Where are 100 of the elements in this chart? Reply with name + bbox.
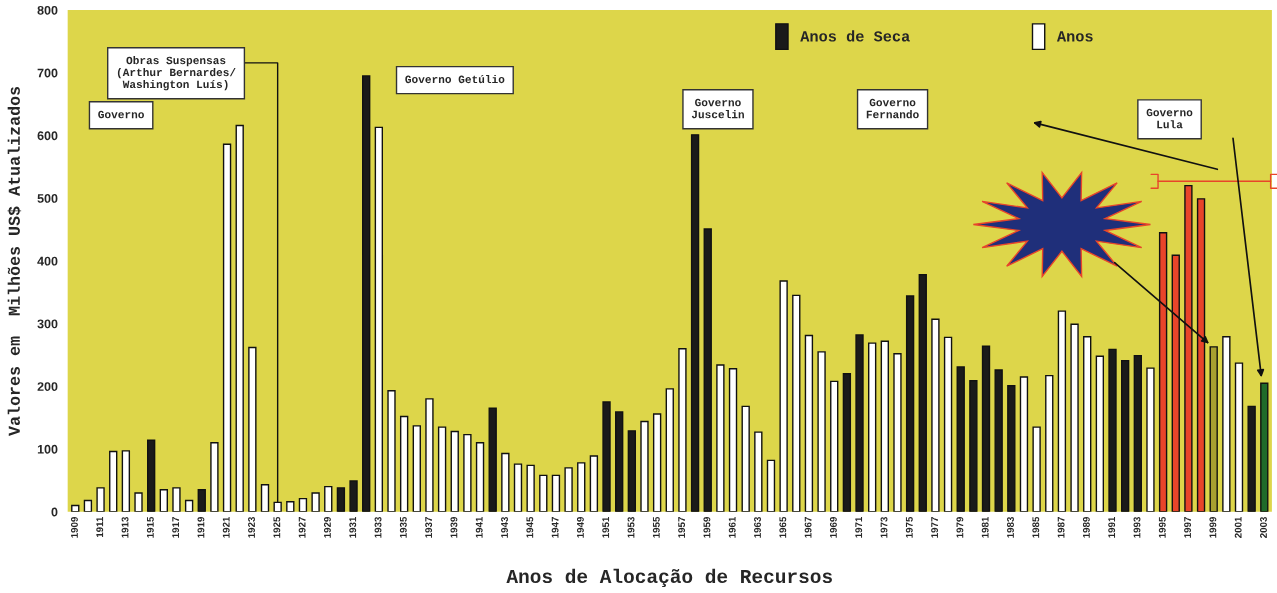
x-tick-label: 1957	[678, 517, 686, 538]
x-tick-label: 1965	[779, 516, 787, 538]
x-tick-label: 1975	[905, 516, 913, 538]
bar	[817, 351, 826, 512]
x-tick-label: 1977	[931, 517, 939, 538]
bar	[1007, 385, 1016, 512]
bar	[248, 346, 257, 512]
x-tick-label: 1909	[71, 516, 78, 538]
bar	[539, 474, 548, 512]
bar	[172, 487, 181, 512]
x-tick-label: 1949	[576, 516, 584, 538]
x-tick-label: 1933	[374, 516, 382, 538]
x-tick-label: 1939	[450, 516, 458, 538]
x-tick-label: 1971	[855, 516, 863, 538]
x-tick-label: 1997	[1184, 517, 1192, 538]
bar	[665, 388, 674, 512]
bar	[1209, 346, 1218, 512]
x-tick-label: 1943	[501, 516, 508, 538]
bar	[222, 143, 232, 512]
bar	[969, 380, 978, 512]
bar	[1222, 336, 1231, 512]
x-tick-label: 1937	[425, 517, 433, 538]
y-axis-title: Valores em Milhões US$ Atualizados	[7, 86, 22, 436]
bar	[564, 467, 573, 512]
bar	[526, 464, 535, 512]
bar	[501, 452, 510, 512]
y-tick-label: 0	[51, 507, 58, 517]
x-tick-label: 1989	[1082, 516, 1090, 538]
x-tick-label: 1973	[880, 516, 888, 538]
bar	[703, 228, 712, 512]
bar	[577, 462, 586, 512]
x-tick-label: 1923	[248, 516, 255, 538]
bar	[766, 459, 776, 512]
x-tick-label: 1931	[349, 516, 357, 538]
bar	[855, 334, 864, 512]
x-tick-label: 1995	[1158, 516, 1166, 538]
bar	[1095, 355, 1105, 512]
bar	[551, 474, 561, 512]
bar	[918, 274, 927, 512]
x-tick-label: 1979	[956, 516, 964, 538]
annotation: Governo	[98, 110, 144, 119]
x-tick-label: 1929	[323, 516, 331, 538]
x-tick-label: 1991	[1108, 516, 1116, 538]
bar	[83, 499, 93, 512]
annotation: Governo Lula	[1146, 108, 1193, 129]
bar	[235, 124, 244, 512]
x-tick-label: 1987	[1057, 517, 1065, 538]
bar	[387, 390, 396, 512]
bar	[1045, 374, 1054, 512]
bar	[1260, 382, 1269, 512]
bar	[994, 369, 1003, 512]
bar	[121, 450, 131, 512]
bar	[943, 336, 953, 512]
x-tick-label: 1969	[829, 516, 837, 538]
bar	[716, 364, 725, 512]
x-tick-label: 1925	[273, 516, 281, 538]
legend-label: Anos de Seca	[800, 30, 910, 42]
x-tick-label: 1981	[981, 516, 989, 538]
bar	[1234, 362, 1244, 512]
bar	[109, 450, 118, 512]
x-tick-label: 1983	[1007, 516, 1014, 538]
bar	[1108, 348, 1117, 512]
bar	[804, 334, 814, 512]
bar	[298, 497, 308, 512]
bar	[1247, 405, 1256, 512]
annotation: Obras Suspensas (Arthur Bernardes/ Washington Luís)	[117, 56, 236, 91]
bar	[399, 415, 409, 512]
bar	[349, 480, 358, 512]
bar	[134, 492, 143, 512]
bar	[868, 342, 877, 512]
x-tick-label: 2003	[1260, 516, 1267, 538]
bar	[602, 401, 611, 512]
x-tick-label: 1963	[754, 516, 761, 538]
x-tick-label: 1955	[652, 516, 660, 538]
x-tick-label: 1915	[146, 516, 154, 538]
bar	[146, 439, 156, 512]
bar	[792, 294, 801, 512]
bar	[1019, 376, 1029, 512]
y-tick-label: 400	[37, 256, 58, 266]
x-tick-label: 1927	[298, 517, 306, 538]
bar	[488, 407, 497, 512]
bar	[981, 345, 991, 512]
bar	[1120, 359, 1130, 512]
x-tick-label: 1947	[551, 517, 559, 538]
bar	[286, 501, 295, 512]
bar	[437, 426, 447, 512]
x-axis-title: Anos de Alocação de Recursos	[506, 568, 832, 588]
bar	[412, 425, 421, 512]
bar	[336, 487, 346, 512]
bar	[159, 489, 168, 512]
bar	[513, 463, 523, 512]
bar	[1070, 323, 1079, 512]
bar	[905, 295, 915, 512]
bar	[475, 442, 485, 512]
bar	[589, 455, 599, 512]
x-tick-label: 1911	[96, 516, 104, 538]
y-tick-label: 700	[37, 68, 58, 78]
x-tick-label: 1951	[602, 516, 610, 538]
bar	[311, 492, 320, 512]
x-tick-label: 1961	[728, 516, 736, 538]
